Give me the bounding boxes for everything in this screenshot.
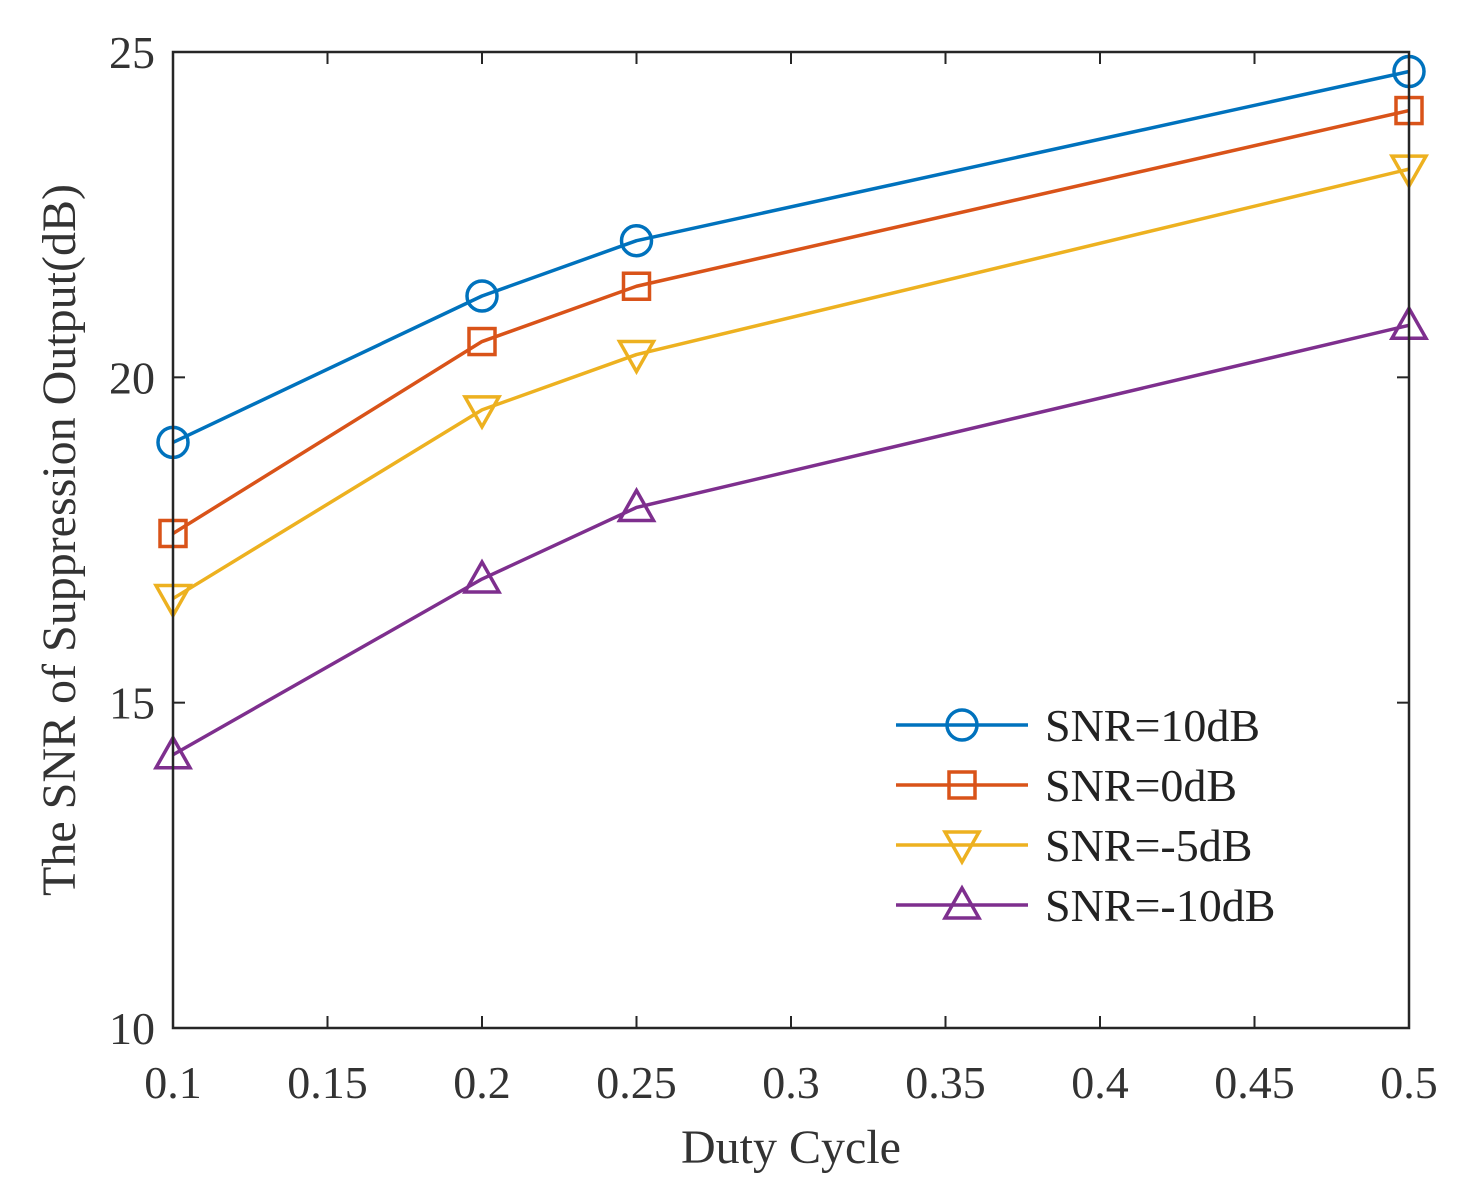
x-tick-label: 0.2 [453,1057,511,1108]
legend-label: SNR=-5dB [1045,820,1252,871]
legend-label: SNR=-10dB [1045,880,1275,931]
series-line [172,69,1410,444]
legend-item: SNR=-10dB [896,880,1275,931]
series-line [172,323,1410,757]
x-axis-title: Duty Cycle [681,1121,901,1174]
x-tick-label: 0.35 [905,1057,986,1108]
legend-marker [947,770,977,800]
legend-marker [945,708,979,742]
y-tick-label: 10 [109,1003,155,1054]
x-tick-label: 0.5 [1380,1057,1438,1108]
legend-marker [941,830,983,866]
series-2 [152,154,1430,620]
series-line [172,108,1410,535]
data-point [619,223,654,258]
x-tick-label: 0.45 [1214,1057,1295,1108]
y-tick-label: 15 [109,678,155,729]
legend-item: SNR=10dB [896,700,1260,751]
legend-marker [941,884,983,920]
data-point [461,558,503,594]
series-line [172,167,1410,601]
x-tick-label: 0.25 [596,1057,677,1108]
legend-item: SNR=0dB [896,760,1237,811]
data-point [616,339,657,376]
legend-label: SNR=10dB [1045,700,1260,751]
data-point [621,271,652,301]
legend-label: SNR=0dB [1045,760,1237,811]
legend-item: SNR=-5dB [896,820,1252,871]
y-axis-title: The SNR of Suppression Output(dB) [33,184,86,896]
series-layer [152,54,1430,770]
y-tick-label: 25 [109,27,155,78]
y-tick-label: 20 [109,352,155,403]
data-point [461,395,503,431]
x-tick-label: 0.1 [144,1057,202,1108]
x-tick-label: 0.15 [287,1057,368,1108]
data-point [467,326,497,357]
legend: SNR=10dB SNR=0dB SNR=-5dB SNR=-10dB [888,695,1288,959]
data-point [616,486,657,523]
x-tick-label: 0.4 [1071,1057,1129,1108]
x-tick-label: 0.3 [762,1057,820,1108]
axes-layer: 0.1 0.15 0.2 0.25 0.3 0.35 0.4 0.45 0.5 10 15 20 25 [109,27,1438,1108]
data-point [465,279,499,313]
